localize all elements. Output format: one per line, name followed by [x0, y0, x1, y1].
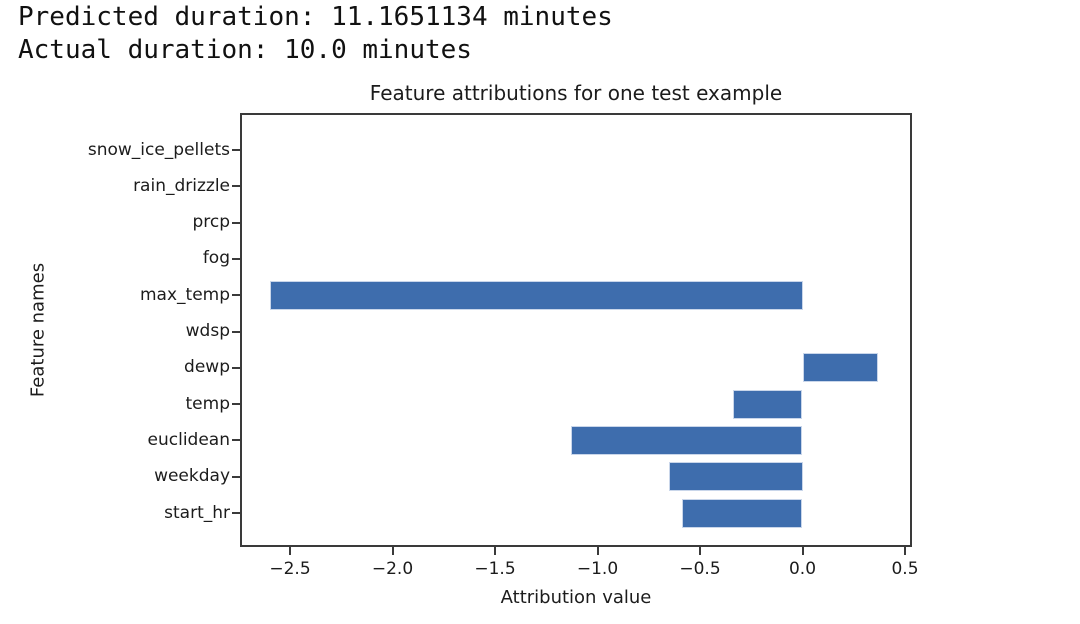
x-tick-mark: [596, 547, 599, 555]
attribution-bar: [802, 353, 879, 383]
y-tick-mark: [232, 330, 240, 333]
plot-area: [240, 113, 912, 547]
y-tick-mark: [232, 149, 240, 151]
y-tick-label: weekday: [154, 466, 230, 487]
x-axis-label: Attribution value: [500, 587, 652, 608]
x-tick-mark: [289, 547, 291, 555]
attribution-bar: [269, 280, 803, 310]
y-tick-label: dewp: [184, 357, 230, 378]
y-tick-mark: [232, 512, 240, 514]
x-tick-mark: [391, 547, 394, 555]
predicted-duration-text: Predicted duration: 11.1651134 minutes: [18, 2, 613, 32]
x-tick-label: −0.5: [679, 559, 721, 579]
y-tick-mark: [232, 403, 240, 406]
y-tick-label: prcp: [192, 212, 230, 233]
y-tick-mark: [232, 257, 240, 260]
x-tick-label: 0.0: [788, 559, 817, 579]
attribution-bar: [570, 425, 803, 455]
attribution-bar: [732, 389, 803, 419]
x-tick-mark: [801, 547, 804, 555]
y-tick-label: euclidean: [147, 429, 230, 450]
y-tick-mark: [232, 294, 240, 297]
x-tick-mark: [904, 547, 906, 555]
y-tick-mark: [232, 475, 240, 478]
y-tick-mark: [232, 185, 240, 188]
y-tick-mark: [232, 221, 240, 224]
attribution-bar: [669, 462, 803, 492]
y-tick-label: snow_ice_pellets: [87, 139, 230, 160]
y-tick-label: rain_drizzle: [133, 175, 230, 196]
y-tick-label: max_temp: [139, 284, 230, 305]
x-tick-mark: [494, 547, 496, 555]
x-tick-label: −1.0: [576, 559, 619, 579]
x-tick-label: 0.5: [891, 559, 919, 579]
y-tick-label: start_hr: [164, 502, 230, 523]
y-tick-mark: [232, 439, 240, 442]
y-tick-label: wdsp: [185, 321, 230, 341]
y-tick-label: fog: [202, 248, 230, 269]
x-tick-mark: [699, 547, 701, 555]
x-tick-label: −2.0: [371, 559, 414, 579]
y-axis-label: Feature names: [27, 262, 49, 398]
y-tick-mark: [232, 366, 240, 369]
x-tick-label: −2.5: [269, 559, 311, 579]
attribution-bar: [681, 498, 803, 528]
x-tick-label: −1.5: [474, 559, 516, 579]
y-tick-label: temp: [185, 393, 230, 414]
actual-duration-text: Actual duration: 10.0 minutes: [18, 35, 472, 65]
chart-title: Feature attributions for one test exampl…: [369, 81, 783, 105]
